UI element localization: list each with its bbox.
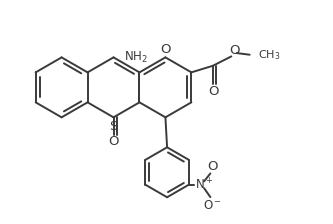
Text: CH$_3$: CH$_3$ <box>258 48 280 62</box>
Text: O: O <box>108 136 119 149</box>
Text: O: O <box>229 44 239 57</box>
Text: O$^-$: O$^-$ <box>202 199 221 212</box>
Text: S: S <box>109 120 118 133</box>
Text: NH$_2$: NH$_2$ <box>124 50 148 65</box>
Text: O: O <box>207 160 217 173</box>
Text: O: O <box>160 43 171 56</box>
Text: O: O <box>208 85 218 98</box>
Text: N$^+$: N$^+$ <box>195 177 213 192</box>
